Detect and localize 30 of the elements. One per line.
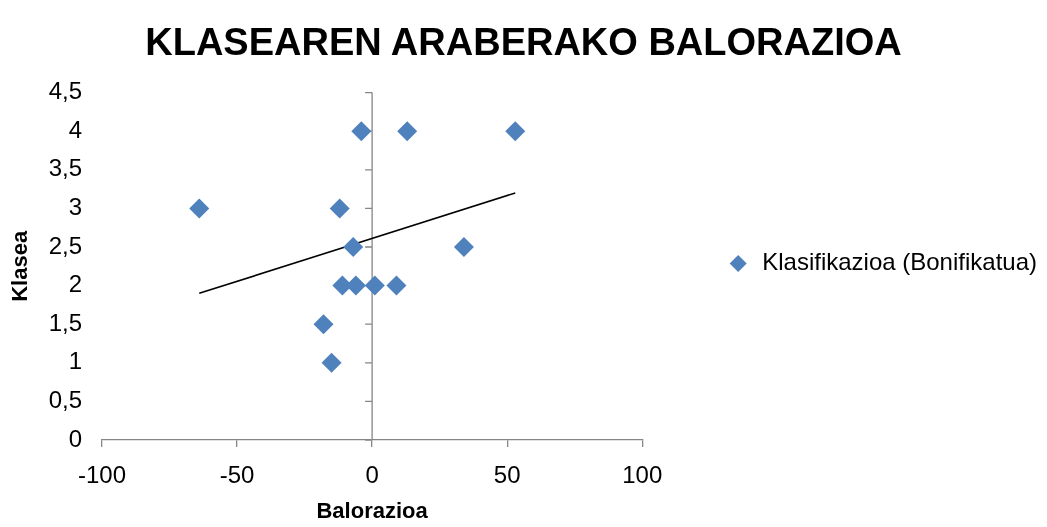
x-tick-label: -100 — [77, 461, 127, 489]
point — [343, 237, 364, 257]
y-tick-label: 2,5 — [48, 231, 82, 259]
legend-label: Klasifikazioa (Bonifikatua) — [762, 248, 1037, 276]
point — [329, 198, 350, 219]
y-axis-title: Klasea — [7, 230, 33, 302]
y-tick-label: 3 — [68, 193, 82, 221]
y-tick-label: 1 — [68, 347, 82, 375]
y-tick-label: 4 — [68, 115, 82, 143]
chart-title: KLASEAREN ARABERAKO BALORAZIOA — [145, 21, 902, 64]
y-tick-label: 0 — [68, 424, 82, 452]
point — [453, 237, 474, 257]
y-tick-label: 0,5 — [48, 386, 82, 414]
point — [351, 121, 372, 142]
y-tick-label: 1,5 — [48, 308, 82, 336]
point — [189, 198, 210, 219]
y-tick-label: 3,5 — [48, 154, 82, 182]
point — [313, 314, 334, 335]
x-tick-label: -50 — [219, 461, 255, 489]
x-tick-label: 50 — [493, 461, 521, 489]
x-axis-title: Balorazioa — [316, 497, 429, 523]
x-tick-label: 0 — [365, 461, 379, 489]
x-tick-label: 100 — [622, 461, 663, 489]
point — [505, 121, 526, 142]
point — [321, 352, 342, 373]
point — [364, 275, 385, 296]
point — [397, 121, 418, 142]
y-tick-label: 4,5 — [48, 77, 82, 105]
y-tick-label: 2 — [68, 270, 82, 298]
point — [386, 275, 407, 296]
